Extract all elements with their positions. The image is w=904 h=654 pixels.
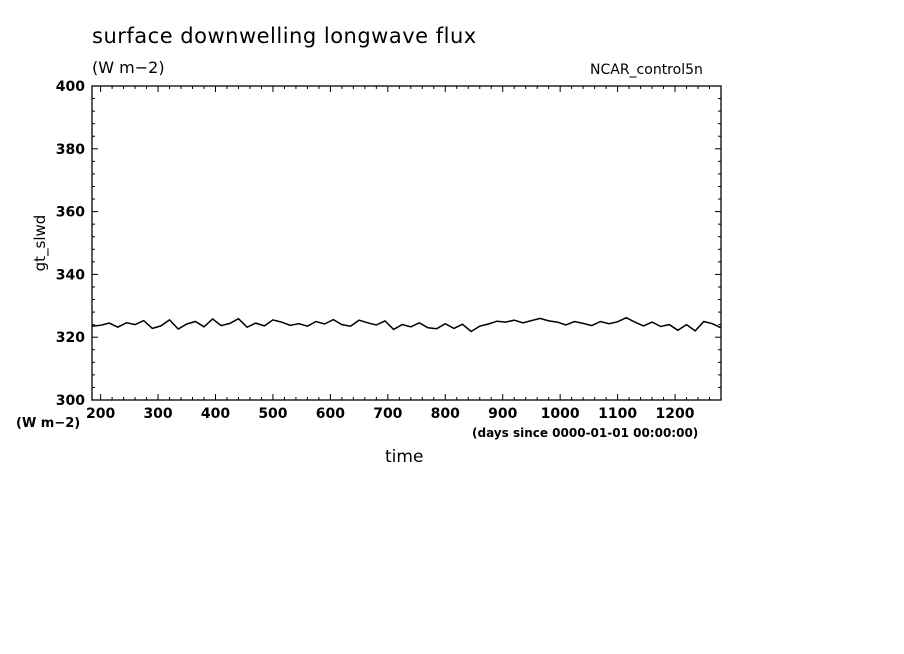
x-tick-label: 600 [316,406,345,422]
x-tick-label: 900 [488,406,517,422]
y-tick-label: 300 [56,393,85,409]
plot-frame [91,85,722,401]
chart-units: (W m−2) [92,58,165,77]
x-tick-label: 500 [258,406,287,422]
run-name: NCAR_control5n [590,62,703,78]
x-axis-label: time [385,447,424,467]
y-tick-label: 340 [56,267,85,283]
x-tick-label: 1100 [598,406,637,422]
x-tick-label: 1200 [656,406,695,422]
y-axis-label: gt_slwd [31,214,49,272]
chart-title: surface downwelling longwave flux [92,24,477,48]
x-tick-label: 800 [431,406,460,422]
x-tick-label: 400 [201,406,230,422]
y-tick-label: 400 [56,79,85,95]
y-tick-label: 360 [56,205,85,221]
x-tick-label: 1000 [541,406,580,422]
y-axis-units: (W m−2) [16,416,81,431]
x-tick-label: 200 [86,406,115,422]
y-tick-label: 380 [56,142,85,158]
y-tick-label: 320 [56,330,85,346]
x-tick-label: 300 [143,406,172,422]
series-line [91,316,722,333]
x-axis-units: (days since 0000-01-01 00:00:00) [472,426,699,440]
x-tick-label: 700 [373,406,402,422]
